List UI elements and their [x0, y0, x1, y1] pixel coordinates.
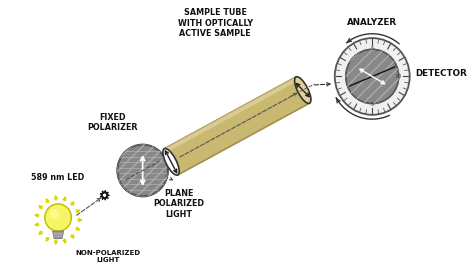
Circle shape: [50, 209, 59, 219]
Text: FIXED
POLARIZER: FIXED POLARIZER: [87, 113, 138, 132]
Text: 5: 5: [371, 46, 374, 51]
Circle shape: [117, 144, 168, 197]
Text: 90: 90: [396, 74, 402, 79]
Circle shape: [335, 38, 410, 115]
Polygon shape: [164, 77, 298, 153]
Circle shape: [45, 204, 72, 231]
Text: DETECTOR: DETECTOR: [416, 69, 467, 78]
Text: ANALYZER: ANALYZER: [347, 18, 397, 27]
Polygon shape: [53, 231, 64, 239]
Text: 589 nm LED: 589 nm LED: [31, 173, 85, 182]
Ellipse shape: [294, 77, 311, 103]
Text: 5: 5: [371, 102, 374, 107]
Text: NON-POLARIZED
LIGHT: NON-POLARIZED LIGHT: [75, 250, 140, 263]
Text: PLANE
POLARIZED
LIGHT: PLANE POLARIZED LIGHT: [154, 189, 204, 219]
Polygon shape: [164, 77, 310, 175]
Text: SAMPLE TUBE
WITH OPTICALLY
ACTIVE SAMPLE: SAMPLE TUBE WITH OPTICALLY ACTIVE SAMPLE: [178, 8, 253, 38]
Ellipse shape: [163, 148, 179, 175]
Circle shape: [346, 49, 399, 104]
